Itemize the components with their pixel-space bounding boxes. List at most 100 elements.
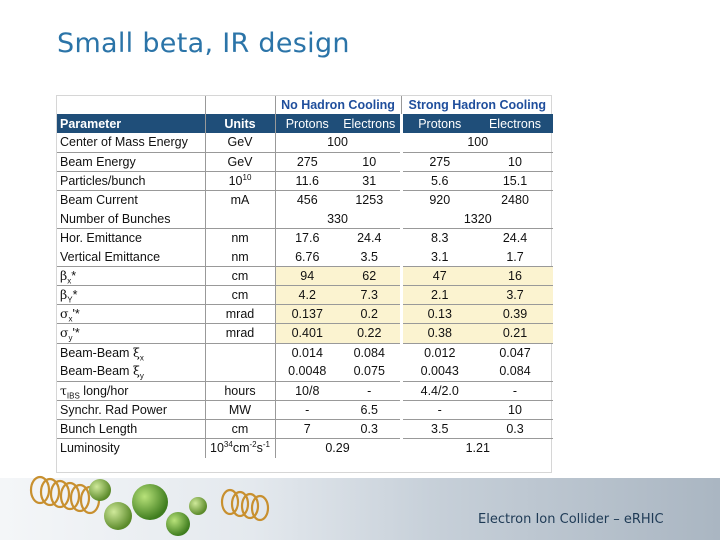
table-row: τIBS long/hor hours 10/8-4.4/2.0-: [57, 380, 554, 401]
shared-value-shc: 1.21: [399, 437, 554, 458]
shared-value-nhc: 330: [274, 209, 401, 229]
param-suffix: *: [72, 288, 78, 303]
group-strong-hadron-cooling: Strong Hadron Cooling: [400, 96, 554, 114]
unit-base: 10: [228, 173, 243, 188]
unit-exponent: -1: [262, 440, 270, 450]
param-cell: Synchr. Rad Power: [57, 399, 205, 420]
shared-value-nhc: 100: [274, 133, 401, 153]
value-cell: 15.1: [477, 170, 554, 191]
unit-label: mrad: [225, 307, 255, 322]
value-cell: 0.084: [499, 364, 531, 379]
param-symbol: ξ: [132, 363, 140, 379]
value-cell: 0.3: [339, 418, 401, 439]
param-label: Center of Mass Energy: [60, 135, 188, 150]
value-cell: 4.4/2.0: [399, 380, 477, 401]
unit-cell: GeV: [204, 133, 275, 153]
param-cell: Bunch Length: [57, 418, 205, 439]
param-suffix: *: [71, 269, 77, 284]
param-cell: βY*: [57, 285, 205, 305]
value-cell: 0.0043: [399, 362, 477, 382]
table-row: Number of Bunches 330 1320: [57, 209, 554, 229]
unit-cell: GeV: [204, 151, 275, 172]
unit-cell: [204, 209, 275, 229]
value-cell: -: [274, 399, 339, 420]
group-no-hadron-cooling: No Hadron Cooling: [274, 96, 401, 114]
table-row: Bunch Length cm 7 0.3 3.5 0.3: [57, 418, 554, 439]
param-subscript: x: [67, 276, 72, 286]
unit-label: GeV: [227, 154, 253, 169]
value-cell: 3.5: [399, 418, 477, 439]
value-cell: 94: [274, 266, 339, 286]
param-label: Synchr. Rad Power: [60, 402, 167, 417]
unit-cell: 1034cm-2s-1: [204, 437, 275, 458]
unit-base: cm: [232, 441, 250, 456]
value-cell: 0.39: [477, 304, 554, 324]
param-suffix: '*: [72, 326, 80, 341]
param-cell: Vertical Emittance: [57, 248, 205, 267]
value-cell: 3.5: [360, 249, 378, 264]
value-cell: 8.3: [399, 227, 477, 248]
param-label: Beam-Beam: [60, 345, 133, 360]
param-cell: Center of Mass Energy: [57, 133, 205, 152]
unit-cell: mrad: [204, 323, 275, 344]
value-cell: 0.21: [477, 323, 554, 344]
table-header-row: Parameter Units Protons Electrons Proton…: [57, 114, 554, 133]
unit-label: nm: [231, 249, 249, 264]
unit-label: MW: [228, 402, 252, 417]
unit-cell: cm: [204, 418, 275, 439]
value-cell: 0.22: [339, 323, 401, 344]
value-cell: 275: [399, 151, 477, 172]
param-symbol: τ: [60, 382, 67, 398]
value-cell: 0.0048: [274, 362, 339, 382]
value-cell: 6.5: [339, 399, 401, 420]
param-symbol: β: [60, 268, 68, 284]
unit-base: s: [256, 441, 263, 456]
value-cell: -: [339, 380, 401, 401]
param-symbol: ξ: [132, 344, 140, 360]
value-cell: 920: [399, 189, 477, 210]
table-row: Center of Mass Energy GeV 100 100: [57, 133, 554, 153]
unit-cell: 1010: [204, 170, 275, 191]
table-row: σx'* mrad 0.137 0.2 0.13 0.39: [57, 304, 554, 324]
value-cell: 31: [339, 170, 401, 191]
table-row: βY* cm 4.2 7.3 2.1 3.7: [57, 285, 554, 305]
unit-cell: nm: [204, 247, 275, 267]
value-cell: 3.7: [477, 285, 554, 305]
slide-title: Small beta, IR design: [57, 28, 350, 59]
header-protons-shc: Protons: [399, 114, 477, 133]
unit-label: nm: [231, 231, 249, 246]
param-label: Number of Bunches: [60, 211, 171, 226]
param-cell: τIBS long/hor: [57, 380, 205, 401]
unit-cell: [204, 362, 275, 382]
param-suffix: '*: [72, 307, 80, 322]
value-cell: 275: [274, 151, 339, 172]
param-label: Luminosity: [60, 441, 120, 456]
value-cell: 0.047: [477, 342, 554, 363]
value-cell: 62: [339, 266, 401, 286]
value-cell: 0.13: [399, 304, 477, 324]
value-cell: 1253: [339, 189, 401, 210]
param-symbol: β: [60, 287, 68, 303]
unit-cell: cm: [204, 266, 275, 286]
value-cell: 4.2: [274, 285, 339, 305]
unit-base: 10: [210, 441, 224, 456]
table-row: σy'* mrad 0.401 0.22 0.38 0.21: [57, 323, 554, 344]
header-parameter: Parameter: [57, 114, 205, 133]
unit-exponent: 34: [223, 440, 233, 450]
param-cell: Particles/bunch: [57, 170, 205, 191]
param-subscript: x: [68, 314, 73, 324]
value-cell: 0.401: [274, 323, 339, 344]
unit-cell: hours: [204, 380, 275, 401]
unit-label: cm: [231, 269, 249, 284]
value-cell: 2480: [477, 189, 554, 210]
param-label: Beam-Beam: [60, 364, 133, 379]
param-suffix: long/hor: [79, 383, 129, 398]
value-cell: 6.76: [274, 247, 339, 267]
value-cell: 17.6: [274, 227, 339, 248]
table-row: Particles/bunch 1010 11.6 31 5.6 15.1: [57, 170, 554, 191]
footer-caption: Electron Ion Collider – eRHIC: [478, 512, 664, 527]
value-cell: 0.084: [339, 342, 401, 363]
param-subscript: y: [139, 371, 144, 381]
table-row: Vertical Emittance nm 6.76 3.5 3.1 1.7: [57, 247, 553, 267]
value-cell: 0.3: [477, 418, 554, 439]
